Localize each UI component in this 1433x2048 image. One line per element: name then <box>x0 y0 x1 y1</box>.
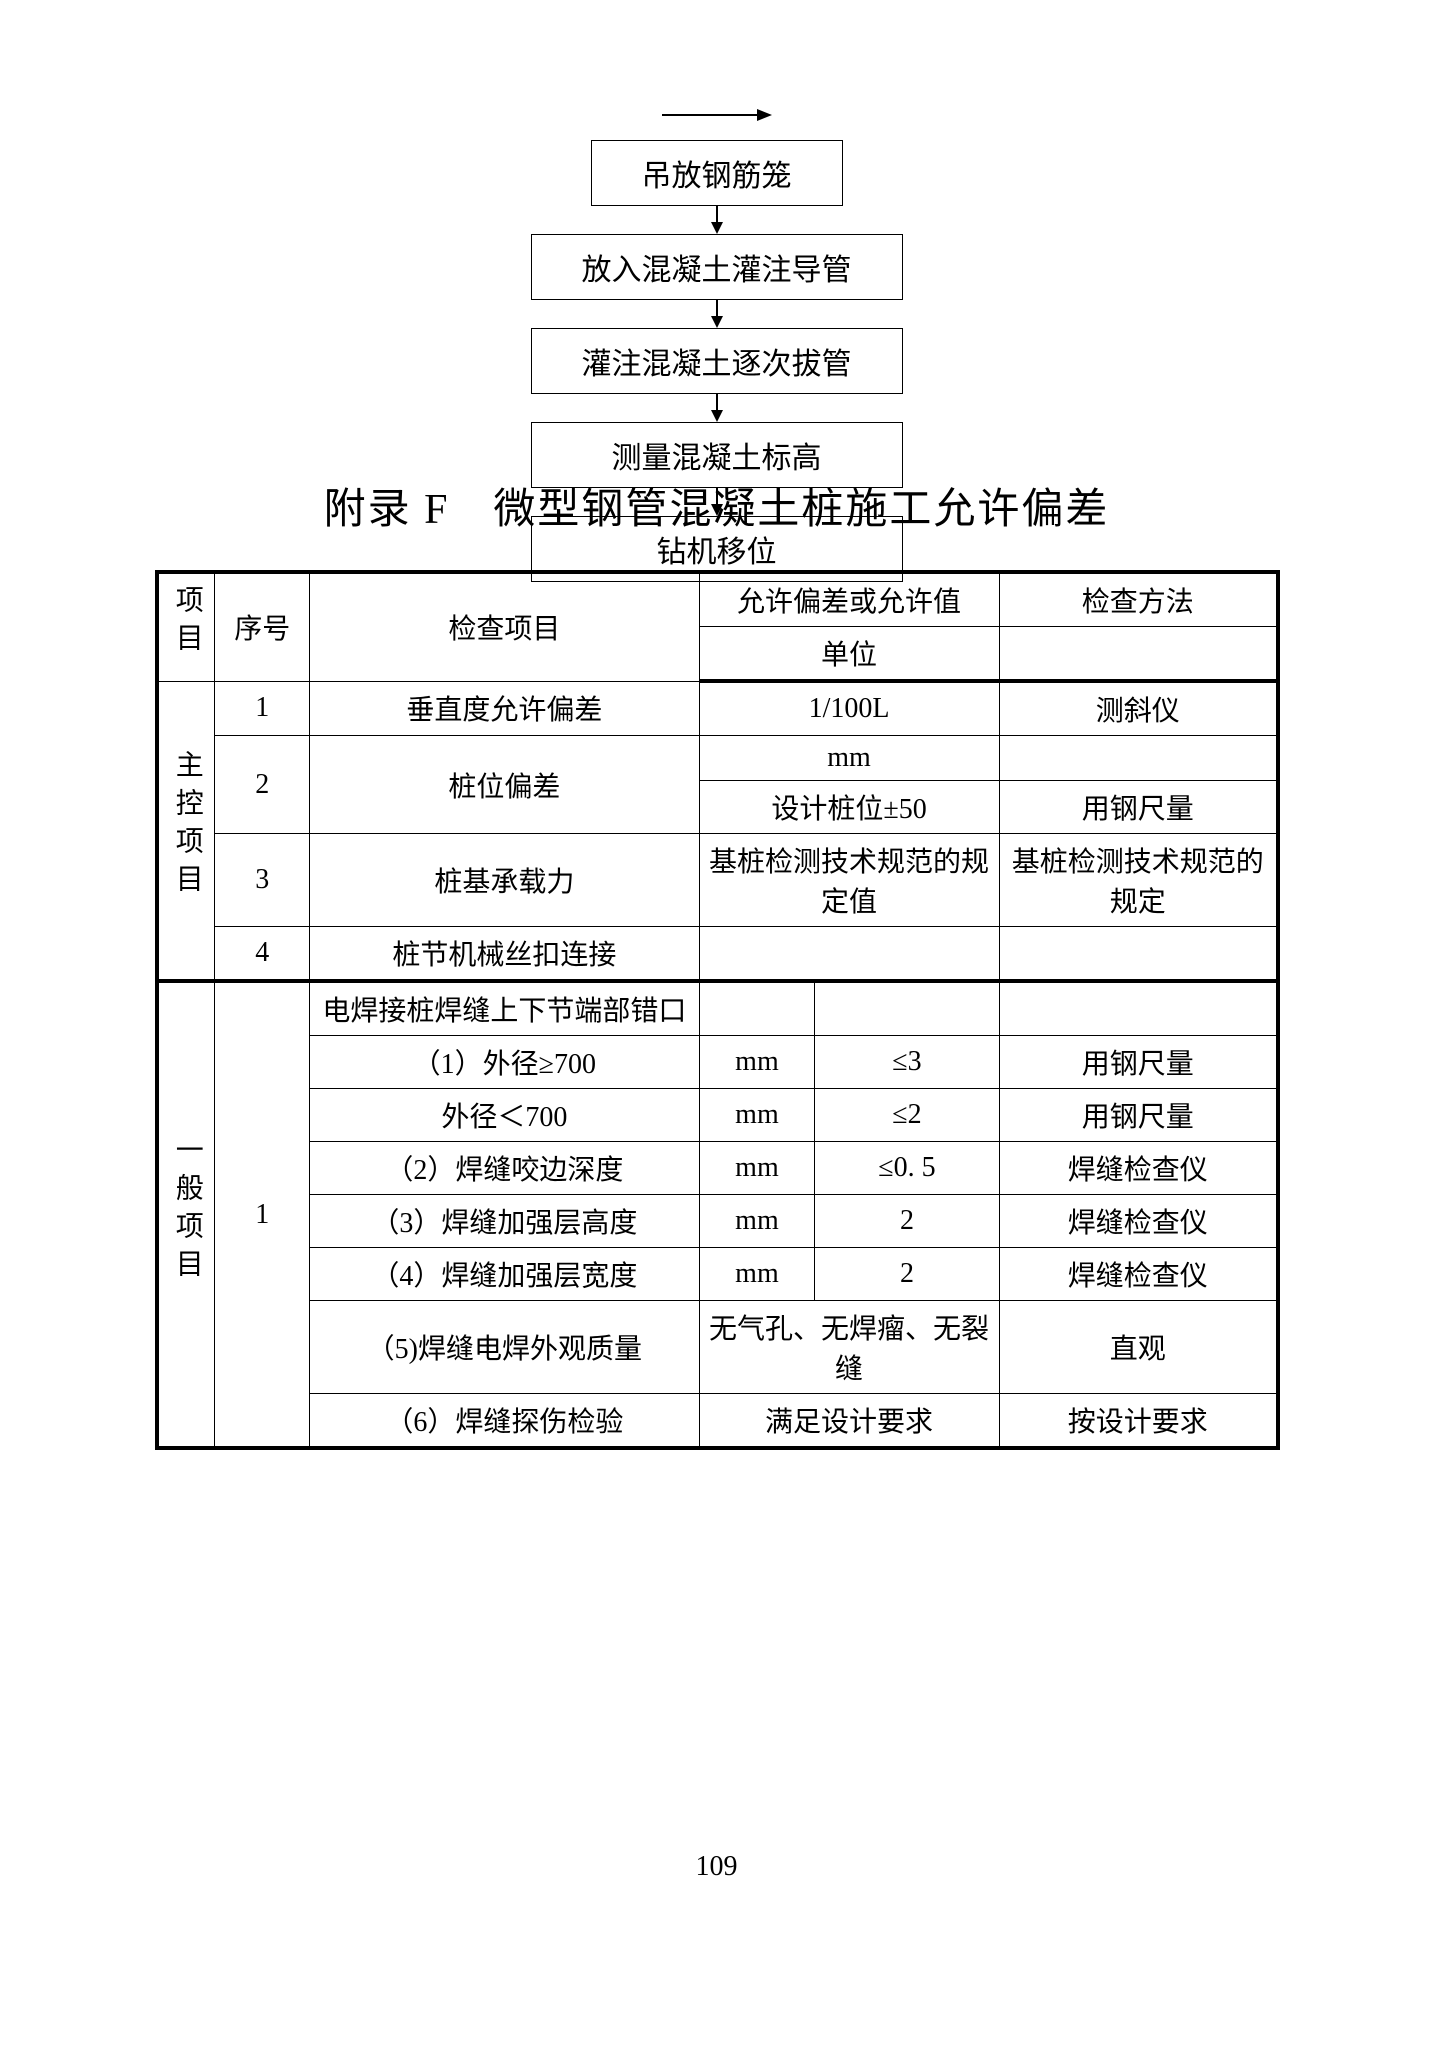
table-cell: 用钢尺量 <box>999 1089 1278 1142</box>
table-cell: mm <box>699 1142 815 1195</box>
table-cell: 3 <box>215 834 310 927</box>
col-header: 允许偏差或允许值 <box>699 572 999 627</box>
flow-box-2: 放入混凝土灌注导管 <box>531 234 903 300</box>
arrow-down-icon <box>0 300 1433 328</box>
flow-text: 灌注混凝土逐次拔管 <box>582 348 852 381</box>
table-cell: mm <box>699 1248 815 1301</box>
table-cell: 桩位偏差 <box>310 736 699 834</box>
table-cell: mm <box>699 736 999 781</box>
table-cell: 无气孔、无焊瘤、无裂缝 <box>699 1301 999 1394</box>
table-cell: （3）焊缝加强层高度 <box>310 1195 699 1248</box>
table-cell <box>699 981 815 1036</box>
document-page: 吊放钢筋笼 放入混凝土灌注导管 灌注混凝土逐次拔管 测量混凝土标高 钻机移位 附… <box>0 0 1433 2048</box>
flow-text: 放入混凝土灌注导管 <box>582 254 852 287</box>
arrow-down-icon <box>0 394 1433 422</box>
table-cell: ≤0. 5 <box>815 1142 999 1195</box>
table-cell: 设计桩位±50 <box>699 781 999 834</box>
table-cell: 满足设计要求 <box>699 1394 999 1449</box>
table-cell: 桩基承载力 <box>310 834 699 927</box>
table-cell: 外径＜700 <box>310 1089 699 1142</box>
table-cell: 用钢尺量 <box>999 781 1278 834</box>
flow-text: 钻机移位 <box>657 536 777 569</box>
table-cell: （1）外径≥700 <box>310 1036 699 1089</box>
table-cell: （4）焊缝加强层宽度 <box>310 1248 699 1301</box>
col-header: 检查方法 <box>999 572 1278 627</box>
table-cell: 电焊接桩焊缝上下节端部错口 <box>310 981 699 1036</box>
table-cell: 基桩检测技术规范的规定值 <box>699 834 999 927</box>
table-cell: （5)焊缝电焊外观质量 <box>310 1301 699 1394</box>
table-cell: mm <box>699 1036 815 1089</box>
table-cell: mm <box>699 1195 815 1248</box>
table-cell: 焊缝检查仪 <box>999 1142 1278 1195</box>
table-cell: 垂直度允许偏差 <box>310 681 699 736</box>
group-label: 一般项目 <box>167 1135 207 1287</box>
table-cell: 4 <box>215 927 310 982</box>
table-cell: ≤2 <box>815 1089 999 1142</box>
flow-box-1: 吊放钢筋笼 <box>591 140 843 206</box>
table-cell <box>699 927 999 982</box>
flow-box-3: 灌注混凝土逐次拔管 <box>531 328 903 394</box>
table-cell <box>815 981 999 1036</box>
group-label: 主控项目 <box>167 750 207 902</box>
table-cell <box>999 927 1278 982</box>
table-cell: 按设计要求 <box>999 1394 1278 1449</box>
appendix-title: 附录 F 微型钢管混凝土桩施工允许偏差 <box>0 475 1433 536</box>
col-header: 检查项目 <box>310 572 699 681</box>
table-cell: 1 <box>215 681 310 736</box>
col-header: 单位 <box>699 627 999 682</box>
table-cell: 1 <box>215 981 310 1448</box>
col-header: 序号 <box>215 572 310 681</box>
table-cell: 2 <box>815 1195 999 1248</box>
table-cell: mm <box>699 1089 815 1142</box>
table-cell: ≤3 <box>815 1036 999 1089</box>
table-cell <box>999 981 1278 1036</box>
col-header: 项目 <box>167 585 207 661</box>
arrow-right-icon <box>657 100 777 135</box>
table-cell: 用钢尺量 <box>999 1036 1278 1089</box>
table-cell: 基桩检测技术规范的规定 <box>999 834 1278 927</box>
flow-text: 吊放钢筋笼 <box>642 160 792 193</box>
table-cell <box>999 736 1278 781</box>
tolerance-table: 项目 序号 检查项目 允许偏差或允许值 检查方法 单位 主控项目 1 垂直度允许… <box>155 570 1280 1450</box>
page-number: 109 <box>0 1851 1433 1883</box>
table-cell: 1/100L <box>699 681 999 736</box>
arrow-down-icon <box>0 206 1433 234</box>
table-cell: 2 <box>215 736 310 834</box>
table-cell: 桩节机械丝扣连接 <box>310 927 699 982</box>
table-cell: 焊缝检查仪 <box>999 1248 1278 1301</box>
table-cell: （6）焊缝探伤检验 <box>310 1394 699 1449</box>
table-cell: （2）焊缝咬边深度 <box>310 1142 699 1195</box>
table-cell: 测斜仪 <box>999 681 1278 736</box>
table-cell: 2 <box>815 1248 999 1301</box>
table-cell: 直观 <box>999 1301 1278 1394</box>
table-cell <box>999 627 1278 682</box>
flow-text: 测量混凝土标高 <box>612 442 822 475</box>
table-cell: 焊缝检查仪 <box>999 1195 1278 1248</box>
